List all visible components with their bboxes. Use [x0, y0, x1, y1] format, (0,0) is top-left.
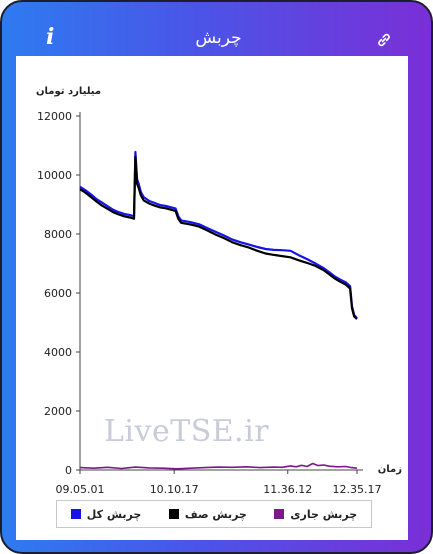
y-tick-label: 8000 [44, 228, 72, 241]
x-tick-label: 11.36.12 [263, 483, 312, 496]
legend-label: چربش صف [184, 507, 247, 521]
chart-panel: LiveTSE.ir 0 2000 4000 6000 8000 10000 12000 09… [16, 56, 408, 540]
y-axis-label: میلیارد تومان [36, 86, 101, 97]
legend-item-3[interactable]: چربش جاری [274, 508, 357, 521]
y-tick-label: 6000 [44, 287, 72, 300]
legend-swatch [274, 509, 285, 519]
y-tick-label: 4000 [44, 346, 72, 359]
watermark: LiveTSE.ir [104, 414, 270, 449]
y-tick-label: 12000 [37, 110, 72, 123]
x-tick-label: 09.05.01 [56, 483, 105, 496]
line-chart: 0 2000 4000 6000 8000 10000 12000 09.05.01 10.10… [36, 86, 402, 496]
legend-swatch [168, 509, 179, 519]
y-tick-label: 10000 [37, 169, 72, 182]
series-line-2 [79, 155, 358, 320]
series-line-3 [79, 462, 358, 470]
x-axis-label: زمان [378, 464, 402, 475]
series-line-1 [79, 150, 358, 319]
legend-item-2[interactable]: چربش صف [168, 507, 247, 521]
legend-item-1[interactable]: چربش کل [70, 507, 142, 521]
page-title: چربش [195, 28, 242, 48]
x-tick-label: 10.10.17 [150, 483, 199, 496]
link-icon[interactable] [375, 31, 393, 49]
legend-label: چربش کل [86, 507, 142, 521]
legend-label: چربش جاری [290, 507, 358, 521]
y-tick-label: 0 [65, 464, 72, 477]
legend-swatch [70, 509, 81, 519]
y-tick-label: 2000 [44, 405, 72, 418]
chart-legend: چربش کل چربش صف چربش جاری [56, 500, 372, 528]
info-icon[interactable]: i [46, 24, 55, 50]
x-tick-label: 12.35.17 [333, 483, 382, 496]
